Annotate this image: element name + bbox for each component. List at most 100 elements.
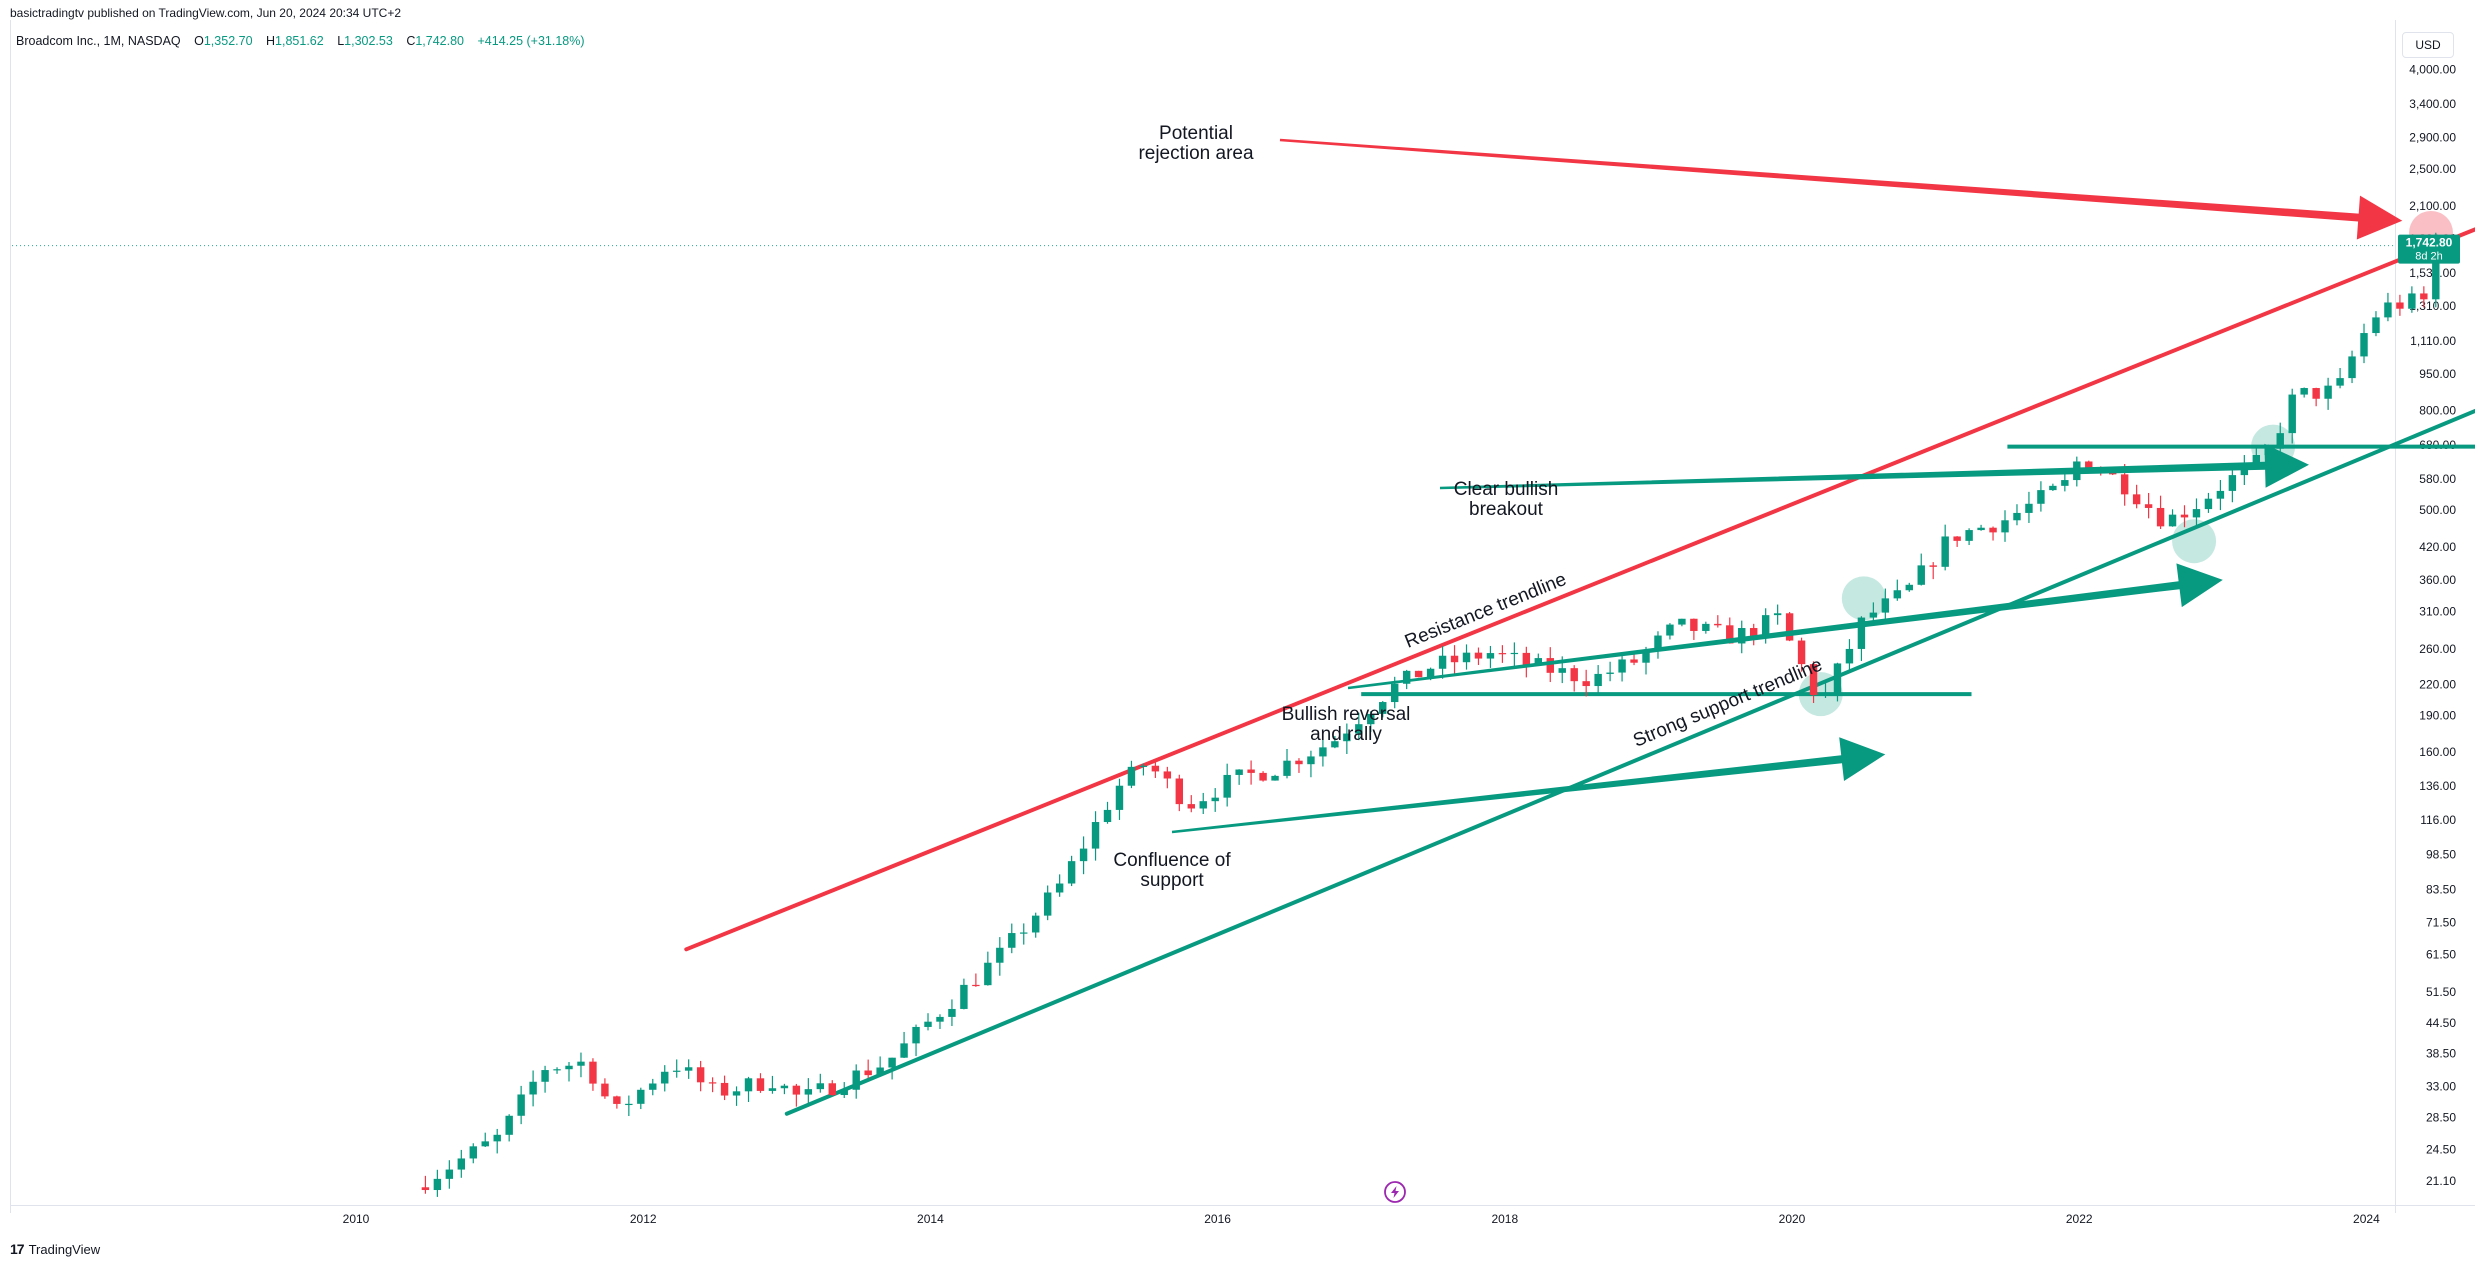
candle-body [1079,848,1088,862]
candle-body [637,1089,645,1104]
price-tick-label: 950.00 [2419,367,2456,381]
currency-button[interactable]: USD [2402,32,2454,58]
candle-body [613,1096,621,1104]
candle-body [1965,530,1973,541]
current-candle-body [2432,245,2440,300]
annotation-support-trendline: Strong support trendline [1630,654,1825,751]
candle-body [625,1103,633,1106]
confluence-arrow-icon [1171,737,1886,834]
candle-body [1115,785,1124,810]
legend-low-label: L [337,34,345,48]
candle-body [481,1141,489,1147]
candle-body [876,1067,884,1076]
candle-body [1881,598,1890,613]
price-tick-label: 21.10 [2426,1174,2456,1188]
candle-body [601,1083,609,1097]
footer: 17 TradingView [10,1241,100,1257]
candle-body [553,1069,561,1071]
candle-body [2180,514,2189,518]
candle-body [2132,494,2141,505]
price-tick-label: 4,000.00 [2409,63,2456,77]
candle-body [1642,649,1650,663]
candle-body [2025,503,2033,513]
legend-change: +414.25 (+31.18%) [477,34,585,48]
candle-body [1773,613,1782,616]
candle-body [493,1134,501,1142]
candle-body [1343,733,1351,742]
candle-body [1283,760,1291,776]
candle-body [661,1071,669,1084]
candle-body [1139,765,1148,767]
current-price-badge [2398,234,2460,264]
candle-body [541,1070,549,1082]
candle-body [2348,356,2356,379]
candle-body [684,1067,693,1071]
candle-body [445,1169,454,1179]
legend-high-label: H [266,34,276,48]
price-tick-label: 136.00 [2419,779,2456,793]
candle-body [1941,536,1949,567]
price-tick-label: 33.00 [2426,1079,2456,1093]
legend-symbol: Broadcom Inc., 1M, NASDAQ [16,34,181,48]
price-tick-label: 83.50 [2426,883,2456,897]
price-tick-label: 580.00 [2419,472,2456,486]
price-tick-label: 160.00 [2419,745,2456,759]
candle-body [888,1057,896,1068]
candle-body [1067,861,1076,884]
time-tick-label: 2024 [2353,1212,2380,1226]
annotation-bullish-reversal: and rally [1310,724,1382,745]
candle-body [2001,520,2009,533]
candle-body [1055,883,1064,893]
legend-close: 1,742.80 [415,34,465,48]
candle-body [1833,663,1842,693]
candle-body [2204,498,2213,510]
legend-close-label: C [406,34,416,48]
candle-body [1714,623,1722,626]
lightning-icon[interactable] [1384,1181,1406,1203]
candle-body [1510,652,1519,655]
footer-brand: TradingView [28,1241,101,1257]
legend-high: 1,851.62 [275,34,324,48]
candle-body [1558,668,1566,673]
candle-body [1797,640,1806,665]
candle-body [1785,613,1794,641]
candle-body [756,1078,765,1091]
annotation-confluence: support [1140,870,1204,891]
support-highlight-circle [1841,576,1886,621]
candle-body [984,962,992,986]
annotation-arrows [1171,138,2403,834]
candle-body [1355,724,1363,734]
bullish-breakout-arrow-icon [1440,443,2309,490]
candle-body [1235,769,1243,775]
price-tick-label: 220.00 [2419,677,2456,691]
candle-body [529,1081,537,1095]
candle-body [421,1187,430,1191]
candle-body [936,1016,944,1022]
candle-body [2372,317,2380,334]
time-tick-label: 2014 [917,1212,944,1226]
candle-body [852,1070,860,1090]
candle-body [768,1088,777,1091]
time-tick-label: 2012 [630,1212,657,1226]
price-tick-label: 360.00 [2419,573,2456,587]
annotation-bullish-reversal: Bullish reversal [1282,704,1411,725]
current-price-countdown: 8d 2h [2415,251,2443,263]
candle-body [517,1094,525,1116]
candle-body [2144,504,2153,508]
time-tick-label: 2022 [2066,1212,2093,1226]
candle-body [2312,388,2320,399]
annotation-rejection-area: rejection area [1138,143,1254,164]
trendlines [684,227,2475,1116]
candle-body [732,1091,741,1096]
candle-body [1726,625,1734,644]
candle-body [1020,932,1028,934]
candle-body [1761,615,1770,636]
candle-body [1929,565,1937,567]
candle-body [2049,485,2057,491]
candle-body [1187,804,1195,809]
candle-body [1367,713,1375,725]
candle-body [780,1085,789,1089]
candle-body [972,984,980,987]
candle-body [2324,385,2332,399]
